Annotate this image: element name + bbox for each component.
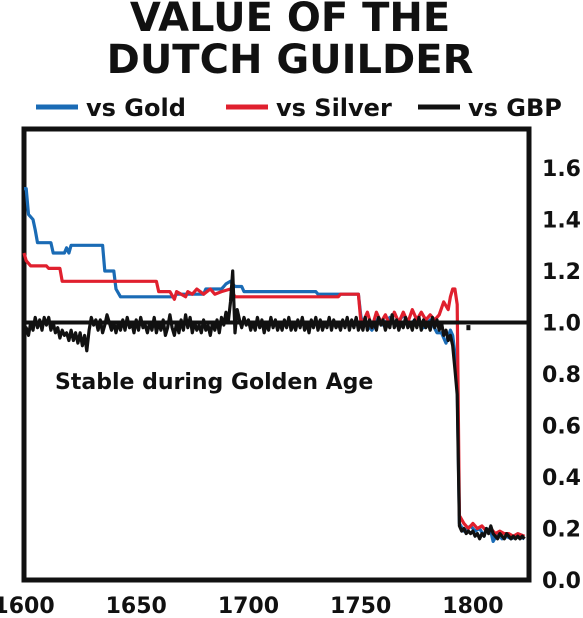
y-tick-label: 0.6 (542, 415, 581, 440)
series-layer (22, 187, 526, 544)
y-axis-ticks: 0.0 0.2 0.4 0.6 0.8 1.0 1.2 1.4 1.6 (542, 157, 581, 594)
x-tick-label: 1750 (330, 594, 391, 618)
series-line-vs-gold (24, 187, 526, 544)
y-tick-label: 1.0 (542, 312, 581, 337)
x-tick-label: 1800 (442, 594, 503, 618)
y-tick-label: 0.8 (542, 363, 581, 388)
legend-label-gold: vs Gold (86, 94, 186, 122)
y-tick-label: 0.2 (542, 518, 581, 543)
y-tick-label: 1.2 (542, 260, 581, 285)
x-tick-label: 1600 (0, 594, 55, 618)
annotation-stable-golden-age: Stable during Golden Age (55, 370, 373, 395)
legend-label-gbp: vs GBP (468, 94, 562, 122)
chart-title-line-2: DUTCH GUILDER (107, 37, 474, 83)
chart-title-line-1: VALUE OF THE (130, 0, 450, 41)
y-tick-label: 0.0 (542, 569, 581, 594)
legend: vs Gold vs Silver vs GBP (36, 94, 562, 122)
plot-frame (21, 126, 532, 583)
x-axis-ticks: 1600 1650 1700 1750 1800 (0, 594, 504, 618)
x-tick-label: 1700 (218, 594, 279, 618)
legend-label-silver: vs Silver (276, 94, 392, 122)
y-tick-label: 1.6 (542, 157, 581, 182)
y-tick-label: 0.4 (542, 466, 581, 491)
x-tick-label: 1650 (106, 594, 167, 618)
series-line-vs-gbp (22, 269, 526, 541)
y-tick-label: 1.4 (542, 209, 581, 234)
